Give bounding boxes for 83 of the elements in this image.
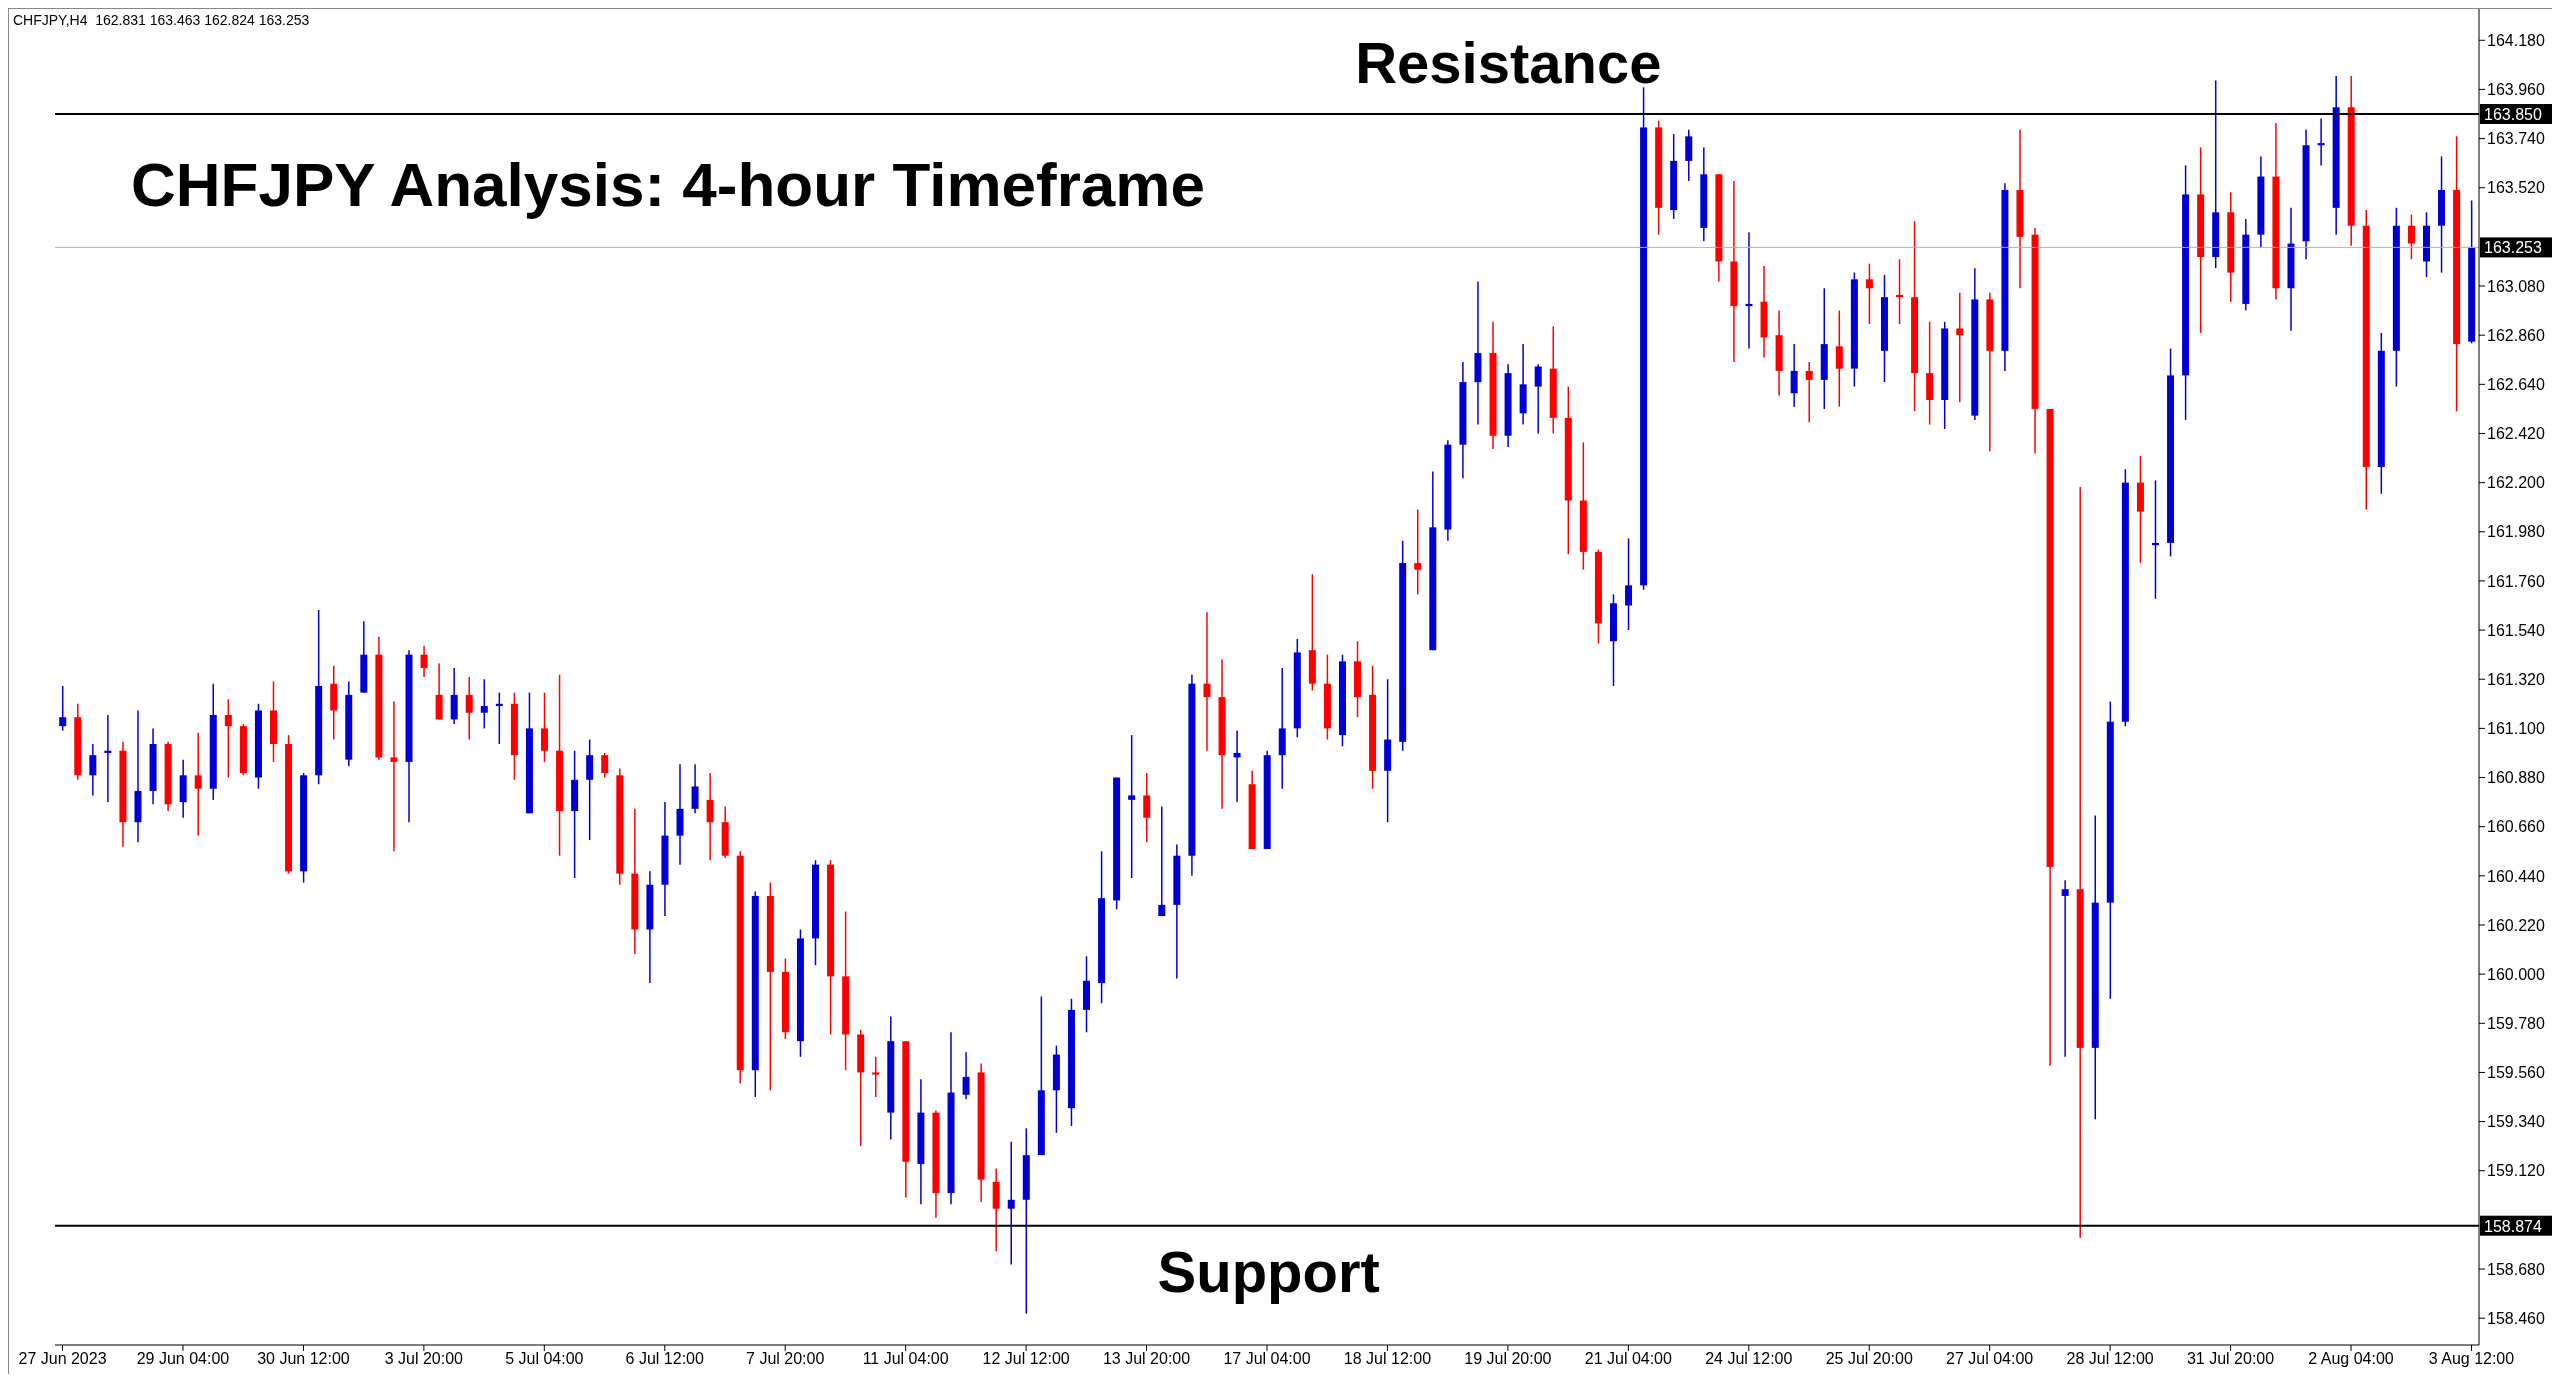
x-tick-label: 2 Aug 04:00 <box>2308 1350 2394 1368</box>
y-tick-label: 161.760 <box>2487 572 2545 590</box>
y-tick-label: 160.220 <box>2487 916 2545 934</box>
candlestick <box>1805 361 1813 424</box>
candlestick <box>1158 805 1166 917</box>
x-tick-label: 3 Jul 20:00 <box>384 1350 464 1368</box>
y-tick-label: 161.540 <box>2487 621 2545 639</box>
candlestick <box>1233 729 1241 803</box>
ref-line-label: 158.874 <box>2484 1217 2542 1235</box>
candlestick <box>601 752 609 779</box>
y-tick-label: 160.660 <box>2487 818 2545 836</box>
x-tick-label: 3 Aug 12:00 <box>2428 1350 2515 1368</box>
candlestick <box>691 763 699 815</box>
candlestick <box>1625 537 1633 631</box>
x-tick-label: 27 Jul 04:00 <box>1946 1350 2034 1368</box>
candlestick <box>1534 363 1542 435</box>
candlestick <box>541 691 548 763</box>
x-tick-label: 12 Jul 12:00 <box>982 1350 1070 1368</box>
candlestick <box>1835 309 1843 408</box>
y-tick-label: 163.740 <box>2487 130 2545 148</box>
candlestick <box>872 1056 880 1098</box>
text: CHFJPY Analysis: 4-hour Timeframe <box>131 149 1205 220</box>
candlestick <box>224 698 232 779</box>
x-tick-label: 30 Jun 12:00 <box>257 1350 350 1368</box>
x-tick-label: 29 Jun 04:00 <box>136 1350 230 1368</box>
x-tick-label: 25 Jul 20:00 <box>1825 1350 1913 1368</box>
candlestick <box>2407 213 2415 260</box>
candlestick <box>962 1051 970 1100</box>
candlestick <box>1143 772 1151 844</box>
x-tick-label: 27 Jun 2023 <box>18 1350 107 1368</box>
x-tick-label: 13 Jul 20:00 <box>1102 1350 1191 1368</box>
x-tick-label: 28 Jul 12:00 <box>2066 1350 2154 1368</box>
annotation: Resistance <box>1355 29 1662 96</box>
y-tick-label: 159.340 <box>2487 1113 2545 1131</box>
candlestick <box>59 685 67 732</box>
candlestick <box>1128 734 1136 879</box>
y-tick-label: 162.640 <box>2487 376 2545 394</box>
annotation: CHFJPY,H4 162.831 163.463 162.824 163.253 <box>13 12 310 28</box>
candlestick <box>420 644 428 678</box>
x-tick-label: 5 Jul 04:00 <box>505 1350 584 1368</box>
y-tick-label: 159.560 <box>2487 1064 2545 1082</box>
candlestick <box>2061 879 2069 1058</box>
x-tick-label: 17 Jul 04:00 <box>1223 1350 1311 1368</box>
candlestick <box>1865 262 1873 325</box>
y-tick-label: 158.460 <box>2487 1309 2545 1327</box>
candlestick <box>1203 611 1211 752</box>
y-tick-label: 164.180 <box>2487 31 2545 49</box>
annotation: Support <box>1157 1237 1380 1305</box>
y-tick-label: 160.000 <box>2487 965 2545 983</box>
ref-line-label: 163.253 <box>2484 239 2542 257</box>
y-tick-label: 160.880 <box>2487 769 2545 787</box>
y-tick-label: 162.200 <box>2487 474 2545 492</box>
y-tick-label: 162.860 <box>2487 326 2545 344</box>
x-tick-label: 7 Jul 20:00 <box>746 1350 825 1368</box>
ref-line-label: 163.850 <box>2484 106 2542 123</box>
x-tick-label: 24 Jul 12:00 <box>1705 1350 1793 1368</box>
y-tick-label: 163.080 <box>2487 277 2545 295</box>
y-tick-label: 160.440 <box>2487 867 2545 885</box>
x-tick-label: 6 Jul 12:00 <box>625 1350 705 1368</box>
y-tick-label: 163.960 <box>2487 81 2545 99</box>
candlestick <box>1007 1140 1015 1266</box>
candlestick <box>89 743 97 797</box>
y-tick-label: 159.120 <box>2487 1162 2545 1180</box>
candlestick <box>390 700 398 853</box>
candlestick <box>706 772 714 861</box>
y-tick-label: 158.680 <box>2487 1260 2545 1278</box>
y-tick-label: 159.780 <box>2487 1014 2545 1032</box>
candlestick <box>1790 343 1798 408</box>
candlestick <box>1414 508 1422 596</box>
candlestick <box>1956 291 1964 403</box>
x-tick-label: 19 Jul 20:00 <box>1464 1350 1552 1368</box>
x-tick-label: 11 Jul 04:00 <box>862 1350 949 1368</box>
candlestick <box>194 732 202 837</box>
y-tick-label: 162.420 <box>2487 425 2545 443</box>
x-tick-label: 21 Jul 04:00 <box>1584 1350 1673 1368</box>
y-tick-label: 163.520 <box>2487 179 2545 197</box>
y-tick-label: 161.980 <box>2487 523 2545 541</box>
candlestick <box>465 676 473 741</box>
y-tick-label: 161.100 <box>2487 720 2545 738</box>
y-tick-label: 161.320 <box>2487 670 2545 688</box>
candlestick <box>480 678 488 730</box>
x-tick-label: 31 Jul 20:00 <box>2186 1350 2275 1368</box>
x-tick-label: 18 Jul 12:00 <box>1343 1350 1432 1368</box>
